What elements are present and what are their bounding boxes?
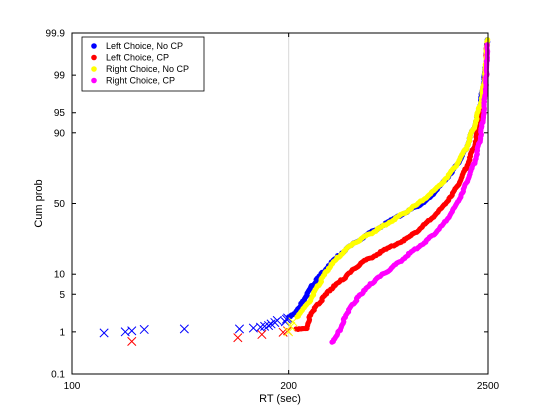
outlier-stroke	[260, 321, 270, 331]
y-axis-label: Cum prob	[33, 179, 45, 227]
y-tick-label: 99.9	[46, 29, 66, 40]
series-3	[329, 42, 491, 345]
outlier-marker	[139, 324, 149, 335]
legend-box	[81, 36, 205, 92]
outlier-stroke	[286, 321, 296, 331]
plot-frame	[71, 32, 489, 375]
outlier-marker	[257, 329, 267, 340]
outlier-stroke	[288, 317, 298, 327]
outlier-marker	[127, 326, 137, 336]
legend-label: Left Choice, CP	[106, 53, 169, 63]
legend-marker	[91, 66, 97, 72]
outlier-marker	[286, 321, 296, 331]
outlier-stroke	[127, 336, 137, 347]
y-tick-label: 0.1	[51, 370, 65, 381]
y-tick-label: 5	[59, 290, 65, 301]
legend-marker	[91, 77, 97, 84]
outlier-marker	[283, 313, 293, 323]
outlier-marker	[233, 333, 243, 343]
outlier-marker	[234, 324, 245, 334]
x-tick-labels: 100 200 2500	[64, 381, 500, 392]
legend-label: Right Choice, No CP	[106, 64, 189, 74]
outlier-stroke	[127, 326, 137, 336]
y-tick-label: 1	[59, 327, 65, 338]
outlier-marker	[284, 327, 294, 337]
data-point	[484, 42, 490, 48]
outlier-marker	[260, 321, 270, 331]
x-tick-label: 100	[64, 381, 81, 392]
series-1	[127, 42, 490, 347]
outlier-marker	[127, 336, 137, 347]
y-tick-label: 99	[54, 71, 66, 82]
legend-marker	[91, 43, 97, 49]
y-tick-label: 90	[54, 128, 66, 139]
x-tick-label: 200	[280, 381, 297, 392]
legend-marker	[91, 54, 97, 61]
outlier-stroke	[283, 313, 293, 323]
outlier-stroke	[139, 324, 149, 335]
outlier-stroke	[234, 324, 245, 334]
legend-label: Left Choice, No CP	[106, 41, 183, 51]
y-tick-labels: 0.1 1 5 10 50 90 95 99 99.9	[46, 29, 66, 381]
x-tick-label: 2500	[477, 381, 500, 392]
y-tick-label: 95	[54, 108, 66, 119]
y-tick-label: 50	[54, 199, 66, 210]
outlier-stroke	[263, 320, 274, 331]
outlier-marker	[263, 320, 274, 331]
y-tick-label: 10	[54, 270, 66, 281]
x-axis-label: RT (sec)	[259, 393, 301, 405]
outlier-stroke	[233, 333, 243, 343]
outlier-stroke	[248, 323, 258, 333]
outlier-stroke	[257, 329, 267, 340]
outlier-stroke	[99, 328, 109, 338]
outlier-marker	[179, 324, 189, 334]
outlier-marker	[272, 315, 282, 326]
outlier-stroke	[179, 324, 189, 334]
outlier-stroke	[120, 327, 130, 337]
outlier-marker	[288, 317, 298, 327]
legend-label: Right Choice, CP	[106, 76, 175, 86]
data-series	[99, 37, 491, 347]
outlier-stroke	[284, 327, 294, 337]
outlier-marker	[99, 328, 109, 338]
outlier-stroke	[272, 315, 282, 326]
